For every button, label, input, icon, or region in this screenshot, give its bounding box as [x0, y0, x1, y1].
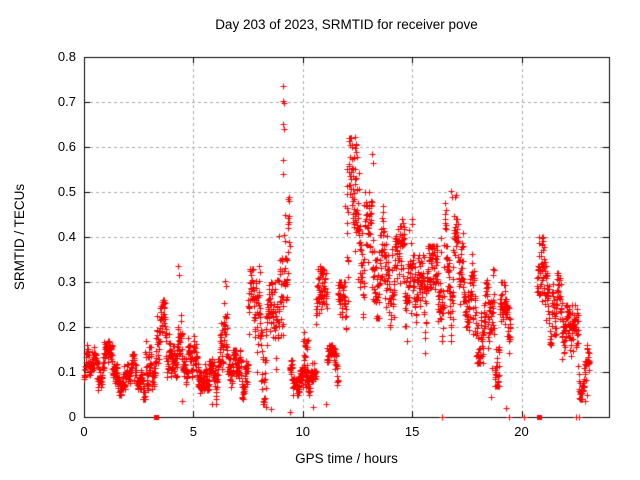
y-tick-label: 0.2: [57, 319, 76, 334]
y-tick-label: 0.4: [57, 229, 76, 244]
chart-title: Day 203 of 2023, SRMTID for receiver pov…: [215, 17, 478, 32]
x-tick-label: 10: [295, 424, 310, 439]
y-tick-label: 0.8: [57, 49, 76, 64]
x-tick-label: 5: [189, 424, 197, 439]
y-tick-label: 0: [68, 409, 76, 424]
y-tick-label: 0.6: [57, 139, 76, 154]
x-tick-label: 0: [80, 424, 88, 439]
y-tick-label: 0.7: [57, 94, 76, 109]
x-axis-title: GPS time / hours: [295, 451, 398, 466]
y-tick-label: 0.5: [57, 184, 76, 199]
y-tick-label: 0.3: [57, 274, 76, 289]
x-tick-label: 20: [514, 424, 529, 439]
y-tick-label: 0.1: [57, 364, 76, 379]
x-tick-label: 15: [404, 424, 420, 439]
